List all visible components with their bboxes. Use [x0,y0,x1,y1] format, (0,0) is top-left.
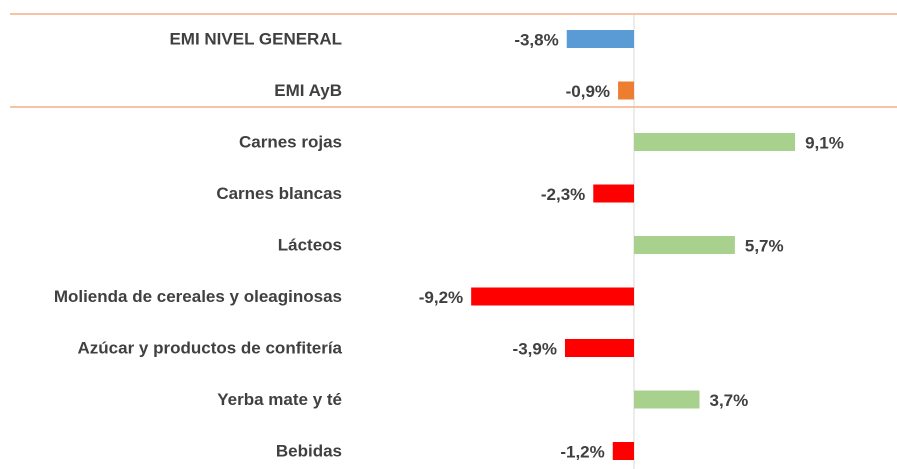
category-label: Bebidas [276,441,342,460]
value-label: -2,3% [541,185,585,204]
bar [634,133,796,151]
category-label: Carnes rojas [239,132,342,151]
bar [564,339,634,357]
category-label: EMI NIVEL GENERAL [169,29,342,48]
bar [566,30,634,48]
category-label: Lácteos [278,235,342,254]
value-label: -1,2% [560,442,604,461]
value-label: -3,8% [514,30,558,49]
value-label: -3,9% [513,339,557,358]
category-label: EMI AyB [274,81,342,100]
bar [593,184,634,203]
value-label: -0,9% [566,82,610,101]
category-label: Azúcar y productos de confitería [78,338,343,357]
value-label: 9,1% [805,133,844,152]
bar [634,236,735,254]
value-label: 3,7% [709,391,748,410]
bar [634,390,700,409]
bar [471,287,634,306]
bar [612,442,634,460]
value-label: -9,2% [419,288,463,307]
category-label: Molienda de cereales y oleaginosas [54,287,342,306]
bar [618,81,634,100]
category-label: Carnes blancas [216,184,342,203]
category-label: Yerba mate y té [217,390,342,409]
value-label: 5,7% [745,236,784,255]
